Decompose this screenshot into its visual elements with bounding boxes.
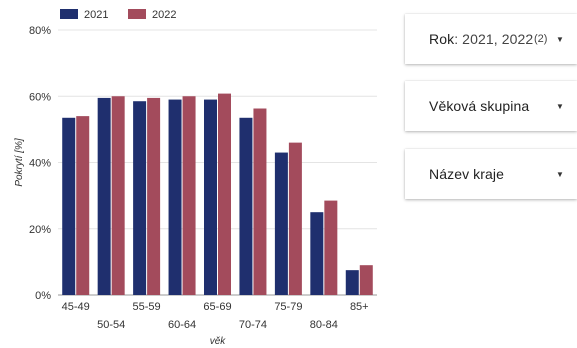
legend-swatch-2021 (60, 9, 78, 19)
x-tick-label: 80-84 (310, 319, 338, 331)
legend-label-2021: 2021 (84, 9, 108, 21)
chevron-down-icon: ▼ (556, 169, 564, 179)
bar-chart: 0% 20% 40% 60% 80% 45-49 50-54 55-59 60-64 65-69 7… (14, 9, 377, 347)
filter-rok[interactable]: Rok: 2021, 2022 (2) ▼ (405, 14, 577, 64)
chevron-down-icon: ▼ (556, 34, 564, 44)
bar-2022-55-59 (147, 97, 161, 295)
bar-2021-75-79 (274, 152, 288, 295)
x-tick-label: 50-54 (97, 319, 125, 331)
bar-2021-70-74 (239, 117, 253, 295)
bar-2022-45-49 (76, 116, 90, 295)
x-tick-label: 60-64 (168, 319, 196, 331)
x-tick-label: 85+ (350, 301, 369, 313)
x-tick-label: 65-69 (203, 301, 231, 313)
bar-2021-80-84 (310, 212, 324, 295)
x-tick-label: 70-74 (239, 319, 267, 331)
bar-2021-60-64 (168, 99, 182, 295)
x-tick-label: 75-79 (274, 301, 302, 313)
y-tick-label: 0% (35, 290, 51, 302)
legend-swatch-2022 (128, 9, 146, 19)
x-axis-title: věk (210, 336, 227, 347)
bar-2021-55-59 (133, 101, 147, 295)
bar-2021-50-54 (97, 97, 111, 295)
y-tick-label: 60% (29, 91, 51, 103)
filter-nazev-kraje-label: Název kraje (429, 166, 505, 182)
bar-2021-45-49 (62, 117, 76, 295)
bar-2021-65-69 (204, 99, 217, 295)
y-axis-title: Pokrytí [%] (14, 138, 25, 187)
bar-2022-60-64 (182, 96, 196, 295)
bar-2022-65-69 (218, 93, 231, 295)
bar-2022-70-74 (253, 108, 267, 295)
chevron-down-icon: ▼ (556, 101, 564, 111)
bar-2022-80-84 (324, 200, 338, 295)
filter-rok-count: (2) (534, 33, 548, 45)
filter-vekova-skupina-label: Věková skupina (429, 98, 530, 114)
y-tick-label: 40% (29, 158, 51, 170)
bar-2021-85+ (345, 270, 359, 295)
filter-rok-label: Rok: 2021, 2022 (429, 31, 534, 47)
bar-2022-50-54 (111, 96, 125, 295)
x-tick-label: 45-49 (62, 301, 90, 313)
y-tick-label: 20% (29, 224, 51, 236)
bar-2022-75-79 (288, 142, 302, 295)
legend-label-2022: 2022 (152, 9, 176, 21)
bar-2022-85+ (359, 265, 373, 295)
y-tick-label: 80% (29, 25, 51, 37)
filter-nazev-kraje[interactable]: Název kraje ▼ (405, 149, 577, 199)
filter-vekova-skupina[interactable]: Věková skupina ▼ (405, 81, 577, 131)
x-tick-label: 55-59 (133, 301, 161, 313)
